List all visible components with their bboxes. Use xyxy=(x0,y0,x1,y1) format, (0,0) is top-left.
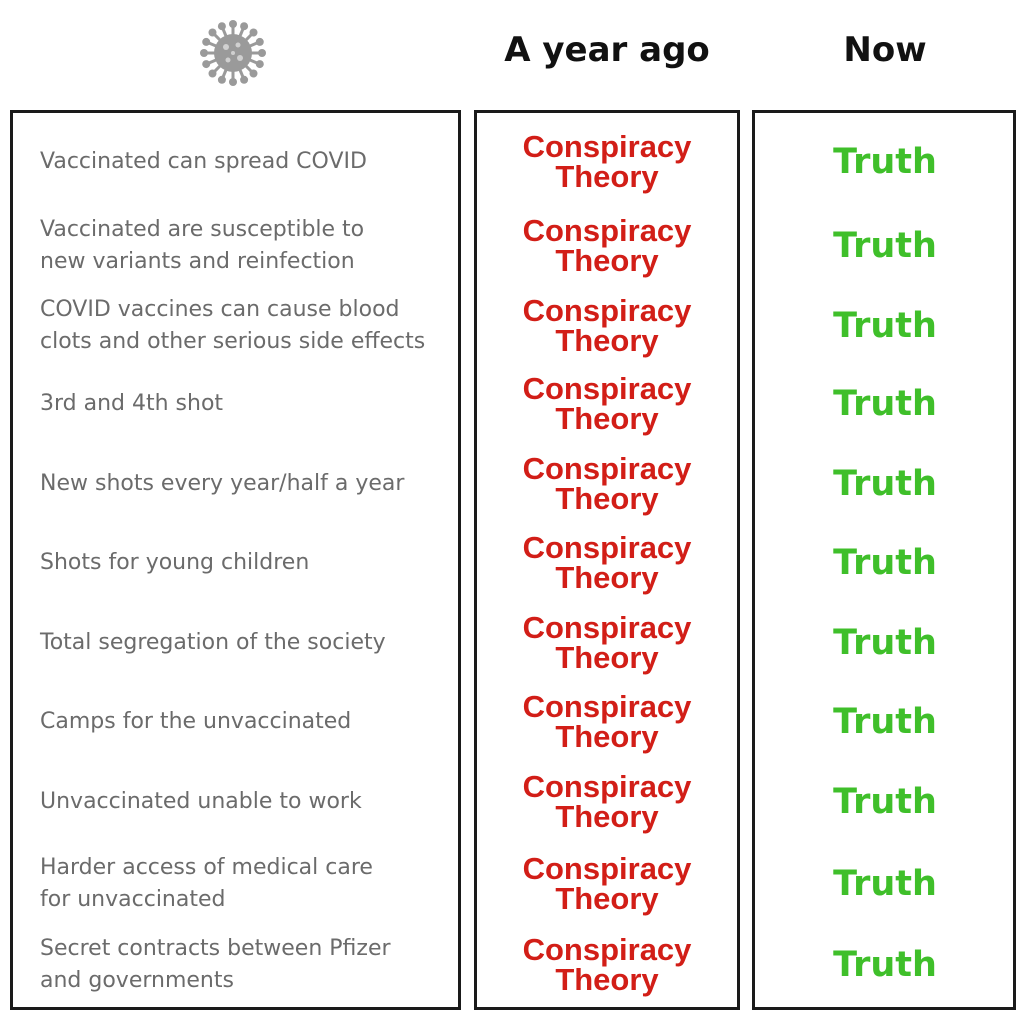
a-year-ago-label-text: Conspiracy Theory xyxy=(522,851,692,916)
claim-text: New shots every year/half a year xyxy=(40,449,450,519)
column-header-a-year-ago: A year ago xyxy=(504,30,710,70)
a-year-ago-label: Conspiracy Theory xyxy=(476,610,738,676)
now-label-text: Truth xyxy=(833,623,937,663)
a-year-ago-label: Conspiracy Theory xyxy=(476,689,738,755)
claim-text-text: New shots every year/half a year xyxy=(40,471,405,496)
a-year-ago-label-text: Conspiracy Theory xyxy=(522,371,692,436)
claims-column xyxy=(10,110,461,1010)
claim-text: 3rd and 4th shot xyxy=(40,369,450,439)
a-year-ago-label-text: Conspiracy Theory xyxy=(522,129,692,194)
now-label-text: Truth xyxy=(833,702,937,742)
a-year-ago-column xyxy=(474,110,740,1010)
now-label-text: Truth xyxy=(833,864,937,904)
now-label-text: Truth xyxy=(833,782,937,822)
now-label: Truth xyxy=(756,777,1014,827)
claim-text: Unvaccinated unable to work xyxy=(40,767,450,837)
now-column xyxy=(752,110,1016,1010)
a-year-ago-label: Conspiracy Theory xyxy=(476,293,738,359)
claim-text-text: Vaccinated are susceptible to new varian… xyxy=(40,217,365,274)
claim-text: Shots for young children xyxy=(40,528,450,598)
claim-text: COVID vaccines can cause blood clots and… xyxy=(40,291,450,361)
claim-text: Harder access of medical care for unvacc… xyxy=(40,849,450,919)
claim-text-text: COVID vaccines can cause blood clots and… xyxy=(40,297,426,354)
now-label-text: Truth xyxy=(833,306,937,346)
now-label-text: Truth xyxy=(833,384,937,424)
column-header-now: Now xyxy=(843,30,927,70)
claim-text: Total segregation of the society xyxy=(40,608,450,678)
a-year-ago-label: Conspiracy Theory xyxy=(476,451,738,517)
claim-text-text: Unvaccinated unable to work xyxy=(40,789,362,814)
a-year-ago-label: Conspiracy Theory xyxy=(476,129,738,195)
a-year-ago-label: Conspiracy Theory xyxy=(476,213,738,279)
a-year-ago-label-text: Conspiracy Theory xyxy=(522,451,692,516)
now-label-text: Truth xyxy=(833,543,937,583)
now-label: Truth xyxy=(756,697,1014,747)
a-year-ago-label-text: Conspiracy Theory xyxy=(522,610,692,675)
a-year-ago-label: Conspiracy Theory xyxy=(476,851,738,917)
claim-text: Camps for the unvaccinated xyxy=(40,687,450,757)
coronavirus-icon xyxy=(200,20,266,86)
a-year-ago-label: Conspiracy Theory xyxy=(476,769,738,835)
now-label: Truth xyxy=(756,301,1014,351)
a-year-ago-label: Conspiracy Theory xyxy=(476,932,738,998)
now-label-text: Truth xyxy=(833,945,937,985)
claim-text: Secret contracts between Pfizer and gove… xyxy=(40,930,450,1000)
now-label: Truth xyxy=(756,379,1014,429)
a-year-ago-label: Conspiracy Theory xyxy=(476,371,738,437)
claim-text-text: Camps for the unvaccinated xyxy=(40,709,352,734)
claim-text-text: 3rd and 4th shot xyxy=(40,391,224,416)
a-year-ago-label-text: Conspiracy Theory xyxy=(522,689,692,754)
a-year-ago-label-text: Conspiracy Theory xyxy=(522,213,692,278)
claim-text-text: Harder access of medical care for unvacc… xyxy=(40,855,373,912)
a-year-ago-label-text: Conspiracy Theory xyxy=(522,769,692,834)
now-label: Truth xyxy=(756,940,1014,990)
now-label-text: Truth xyxy=(833,142,937,182)
now-label: Truth xyxy=(756,459,1014,509)
now-label: Truth xyxy=(756,538,1014,588)
now-label-text: Truth xyxy=(833,226,937,266)
now-label: Truth xyxy=(756,137,1014,187)
claim-text-text: Total segregation of the society xyxy=(40,630,386,655)
a-year-ago-label-text: Conspiracy Theory xyxy=(522,530,692,595)
a-year-ago-label-text: Conspiracy Theory xyxy=(522,293,692,358)
claim-text: Vaccinated are susceptible to new varian… xyxy=(40,211,450,281)
claim-text-text: Vaccinated can spread COVID xyxy=(40,149,367,174)
a-year-ago-label-text: Conspiracy Theory xyxy=(522,932,692,997)
a-year-ago-label: Conspiracy Theory xyxy=(476,530,738,596)
claim-text: Vaccinated can spread COVID xyxy=(40,127,450,197)
now-label: Truth xyxy=(756,618,1014,668)
now-label: Truth xyxy=(756,221,1014,271)
now-label-text: Truth xyxy=(833,464,937,504)
claim-text-text: Secret contracts between Pfizer and gove… xyxy=(40,936,391,993)
now-label: Truth xyxy=(756,859,1014,909)
claim-text-text: Shots for young children xyxy=(40,550,310,575)
